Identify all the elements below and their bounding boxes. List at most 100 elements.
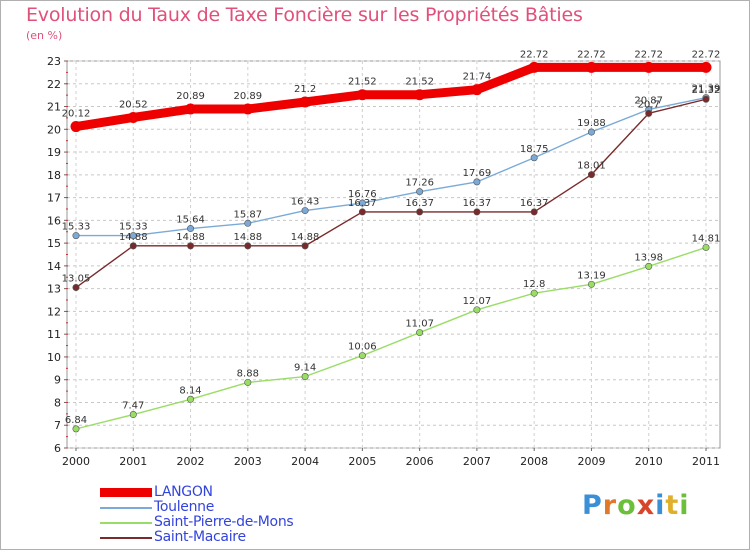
legend-swatch — [100, 506, 152, 509]
data-label: 16.37 — [463, 198, 492, 209]
data-label: 13.05 — [62, 274, 91, 285]
data-label: 12.07 — [463, 296, 492, 307]
data-point — [645, 109, 653, 117]
data-label: 20.87 — [634, 95, 663, 106]
data-label: 16.37 — [405, 198, 434, 209]
logo-letter: i — [655, 490, 666, 521]
data-label: 22.72 — [634, 49, 663, 60]
series-line-langon — [71, 62, 711, 132]
data-label: 21.39 — [692, 84, 721, 95]
logo-letter: P — [582, 490, 603, 521]
data-label: 14.81 — [692, 233, 721, 244]
data-label: 20.89 — [233, 91, 262, 102]
x-tick-label: 2009 — [577, 455, 605, 468]
data-point — [416, 329, 424, 337]
data-label: 18.75 — [520, 144, 549, 155]
series-line-toulenne — [75, 96, 707, 237]
y-tick-label: 19 — [47, 146, 61, 159]
series-line-saint-pierre-de-mons — [75, 246, 707, 430]
data-point — [244, 242, 252, 250]
data-label: 15.87 — [233, 209, 262, 220]
data-label: 6.84 — [65, 415, 87, 426]
logo-letter: r — [602, 490, 618, 521]
y-tick-label: 14 — [47, 260, 61, 273]
y-tick-label: 6 — [54, 442, 61, 455]
data-point — [244, 378, 252, 386]
data-label: 22.72 — [520, 49, 549, 60]
data-point — [301, 207, 309, 215]
data-label: 20.52 — [119, 99, 148, 110]
data-point — [129, 242, 137, 250]
legend-swatch — [100, 488, 152, 497]
data-point — [587, 171, 595, 179]
data-label: 9.14 — [294, 363, 316, 374]
data-label: 16.43 — [291, 197, 320, 208]
data-label: 22.72 — [692, 49, 721, 60]
data-label: 10.06 — [348, 342, 377, 353]
data-point — [645, 262, 653, 270]
series-line-saint-macaire — [75, 98, 707, 289]
data-label: 11.07 — [405, 319, 434, 330]
grid-layer — [66, 60, 721, 449]
data-point — [643, 61, 655, 73]
data-point — [72, 232, 80, 240]
data-point — [129, 411, 137, 419]
x-tick-label: 2003 — [234, 455, 262, 468]
logo-letter: t — [665, 490, 680, 521]
logo-letter: o — [617, 490, 637, 521]
y-tick-label: 11 — [47, 328, 61, 341]
data-label: 14.88 — [176, 232, 205, 243]
y-tick-label: 21 — [47, 101, 61, 114]
legend-label: Toulenne — [154, 499, 215, 515]
plot-area — [66, 60, 721, 449]
data-point — [185, 103, 197, 115]
data-point — [473, 178, 481, 186]
chart-legend: LANGON Toulenne Saint-Pierre-de-Mons Saint-… — [100, 484, 294, 545]
data-label-layer: 20.12 20.52 20.89 20.89 21.2 21.52 21.52 21.74 2… — [62, 49, 721, 426]
data-point — [530, 289, 538, 297]
data-point — [356, 89, 368, 101]
data-label: 7.47 — [122, 401, 144, 412]
axis-layer: 6 7 8 9 10 11 12 13 14 15 16 17 18 19 20 21 22 23 2000 2001… — [47, 55, 720, 468]
data-point — [187, 242, 195, 250]
data-point — [358, 208, 366, 216]
logo-letter: x — [636, 490, 656, 521]
series-layer — [70, 61, 712, 433]
x-tick-label: 2007 — [463, 455, 491, 468]
data-label: 13.98 — [634, 252, 663, 263]
data-point — [473, 208, 481, 216]
y-tick-label: 23 — [47, 55, 61, 68]
y-tick-label: 18 — [47, 169, 61, 182]
y-tick-label: 8 — [54, 396, 61, 409]
data-label: 12.8 — [523, 279, 545, 290]
y-tick-label: 16 — [47, 214, 61, 227]
data-label: 16.37 — [520, 198, 549, 209]
data-point — [702, 243, 710, 251]
data-label: 21.74 — [463, 72, 492, 83]
data-label: 21.52 — [405, 77, 434, 88]
legend-item: Toulenne — [100, 500, 293, 515]
data-label: 18.01 — [577, 161, 606, 172]
data-point — [299, 96, 311, 108]
data-label: 15.64 — [176, 215, 205, 226]
data-point — [585, 61, 597, 73]
logo-letter: i — [679, 490, 690, 521]
x-tick-label: 2002 — [177, 455, 205, 468]
data-point — [358, 352, 366, 360]
data-label: 21.52 — [348, 77, 377, 88]
data-label: 16.76 — [348, 189, 377, 200]
data-label: 20.89 — [176, 91, 205, 102]
legend-label: LANGON — [154, 484, 213, 500]
data-label: 15.33 — [62, 222, 91, 233]
x-tick-label: 2008 — [520, 455, 548, 468]
data-point — [587, 280, 595, 288]
data-label: 16.37 — [348, 198, 377, 209]
y-tick-label: 15 — [47, 237, 61, 250]
data-label: 22.72 — [577, 49, 606, 60]
data-point — [187, 225, 195, 233]
data-point — [127, 111, 139, 123]
data-label: 20.7 — [638, 99, 660, 110]
y-tick-label: 10 — [47, 351, 61, 364]
y-tick-label: 13 — [47, 283, 61, 296]
x-tick-label: 2005 — [348, 455, 376, 468]
